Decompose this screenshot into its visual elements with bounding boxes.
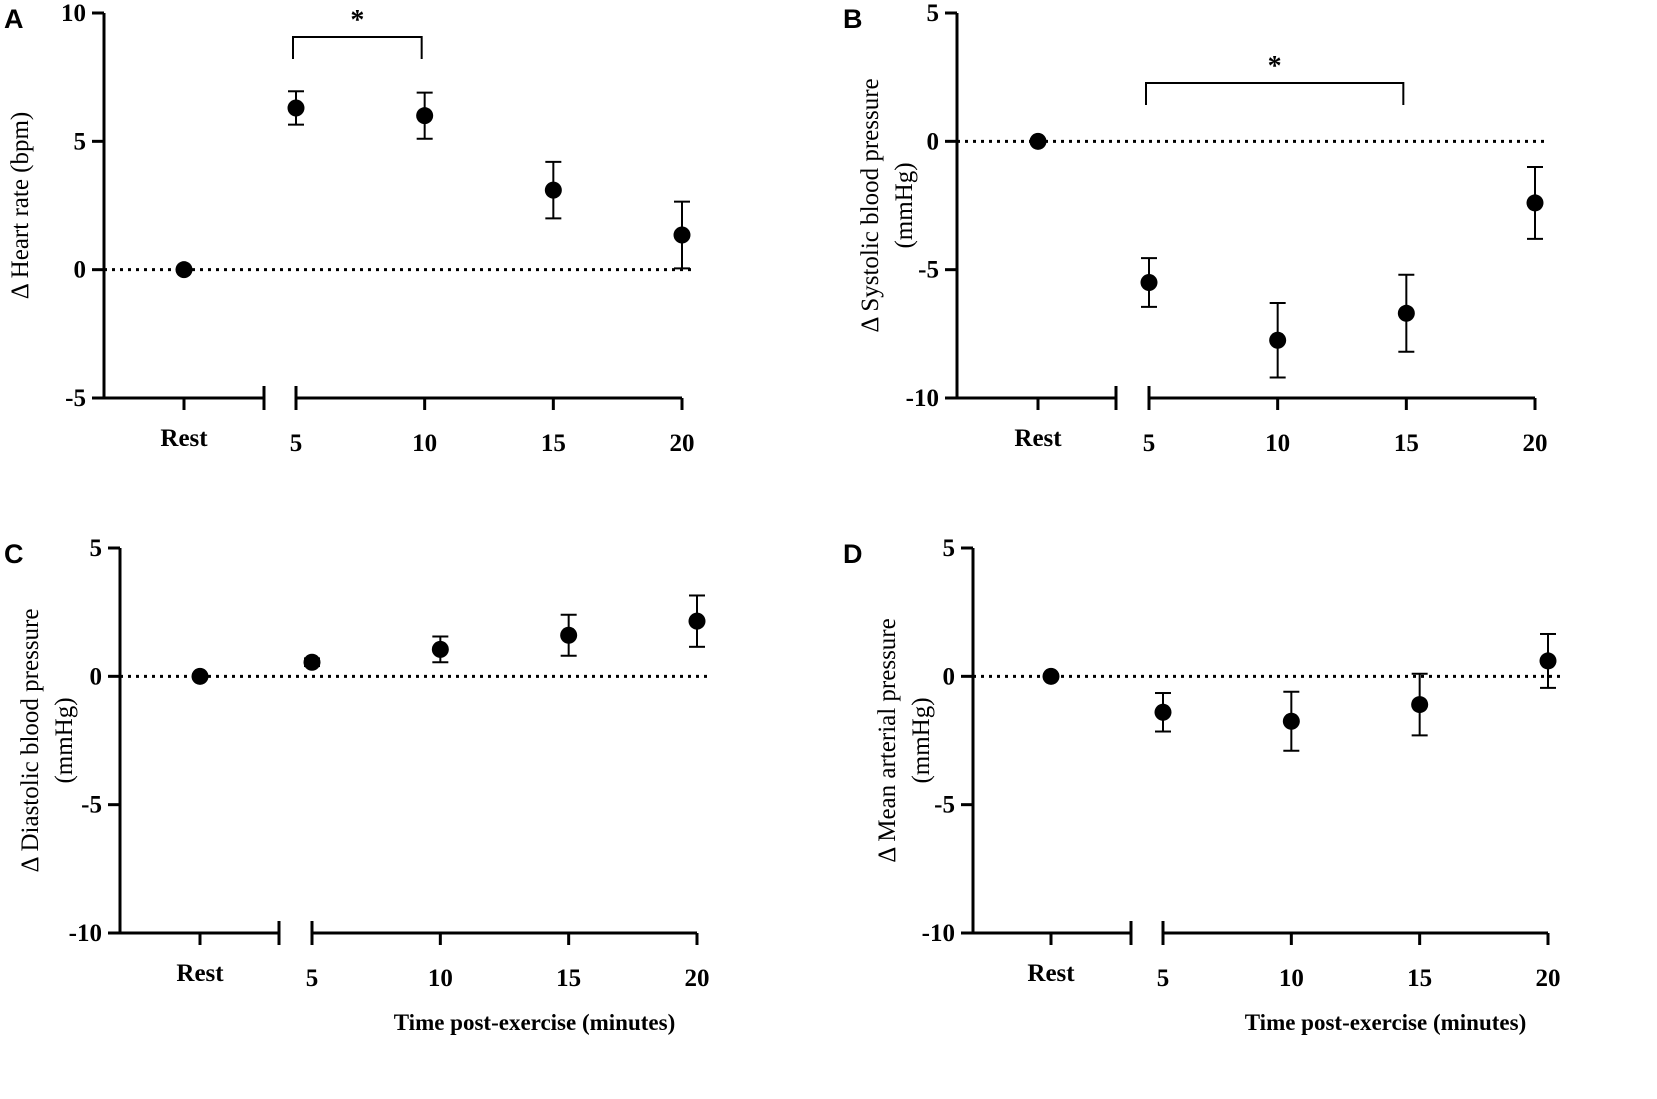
x-tick-label: 5 [1143, 430, 1156, 457]
x-tick-label: 10 [412, 430, 437, 457]
data-point [1411, 696, 1429, 714]
x-axis-title: Time post-exercise (minutes) [394, 1010, 675, 1035]
y-axis-unit: (mmHg) [891, 162, 918, 248]
data-point [544, 181, 562, 199]
x-tick-label: 10 [428, 965, 453, 992]
y-tick-label: -5 [918, 257, 939, 284]
significance-bracket [292, 36, 423, 59]
data-point [1526, 194, 1544, 212]
x-tick-label: 20 [1536, 965, 1561, 992]
data-point [175, 261, 193, 279]
significance-bracket [1145, 82, 1405, 105]
x-tick-label: 10 [1265, 430, 1290, 457]
data-point [303, 653, 321, 671]
data-point [191, 667, 209, 685]
panel-c: C -10 -5 0 5 Rest 5 10 15 20 Δ Diastolic blood pre… [4, 535, 710, 1035]
data-point [416, 107, 434, 125]
data-point [688, 612, 706, 630]
x-tick-label: 15 [556, 965, 581, 992]
x-tick-label: 15 [1394, 430, 1419, 457]
x-tick-label: 5 [1157, 965, 1170, 992]
y-tick-label: 0 [74, 257, 87, 284]
y-tick-label: -5 [81, 792, 102, 819]
y-tick-label: 10 [61, 0, 86, 27]
y-tick-label: 5 [927, 0, 940, 27]
panel-letter: D [843, 539, 863, 569]
y-tick-label: -10 [922, 920, 955, 947]
x-tick-label: 20 [1523, 430, 1548, 457]
data-point [1269, 331, 1287, 349]
y-tick-label: 5 [90, 535, 103, 562]
panel-b: B -10 -5 0 5 Rest 5 10 15 20 Δ Systolic blood pres… [843, 0, 1548, 457]
x-tick-label: 10 [1279, 965, 1304, 992]
y-axis-title: Δ Mean arterial pressure [874, 618, 901, 862]
x-tick-label: 20 [670, 430, 695, 457]
x-tick-label-rest: Rest [1014, 425, 1062, 452]
y-tick-label: -10 [69, 920, 102, 947]
x-axis-title: Time post-exercise (minutes) [1245, 1010, 1526, 1035]
y-axis-unit: (mmHg) [908, 697, 935, 783]
x-tick-label: 5 [306, 965, 319, 992]
y-tick-label: -5 [934, 792, 955, 819]
x-tick-label-rest: Rest [1027, 960, 1075, 987]
panel-d: D -10 -5 0 5 Rest 5 10 15 20 Δ Mean arterial press… [843, 535, 1561, 1035]
data-point [1140, 274, 1158, 291]
significance-star: * [1268, 51, 1282, 82]
y-axis-title-group: Δ Diastolic blood pressure (mmHg) [17, 609, 78, 873]
y-axis-unit: (mmHg) [51, 697, 78, 783]
y-axis-title: Δ Diastolic blood pressure [17, 609, 44, 873]
panel-letter: C [4, 539, 24, 569]
data-point [1042, 667, 1060, 685]
data-point [1029, 132, 1047, 150]
data-point [1397, 304, 1415, 322]
y-tick-label: -5 [65, 385, 86, 412]
x-tick-label: 5 [290, 430, 303, 457]
y-axis-title: Δ Heart rate (bpm) [7, 112, 34, 300]
significance-star: * [350, 5, 364, 36]
x-tick-label-rest: Rest [160, 425, 208, 452]
y-tick-label: -10 [906, 385, 939, 412]
data-point [431, 640, 449, 658]
y-tick-label: 0 [943, 663, 956, 690]
data-point [1282, 712, 1300, 730]
data-point [1154, 703, 1172, 721]
data-point [287, 99, 305, 117]
panel-letter: A [4, 4, 24, 34]
y-tick-label: 0 [90, 663, 103, 690]
y-tick-label: 5 [74, 128, 87, 155]
x-tick-label: 15 [1407, 965, 1432, 992]
x-tick-label: 15 [541, 430, 566, 457]
data-point [673, 226, 691, 244]
panel-a: A -5 0 5 10 Rest 5 10 15 20 Δ Heart rate (bpm) * [4, 0, 695, 457]
data-point [560, 626, 578, 644]
y-tick-label: 0 [927, 128, 940, 155]
y-axis-title-group: Δ Mean arterial pressure (mmHg) [874, 618, 935, 862]
panel-letter: B [843, 4, 863, 34]
y-axis-title-group: Δ Systolic blood pressure (mmHg) [857, 78, 918, 332]
data-point [1539, 652, 1557, 670]
y-tick-label: 5 [943, 535, 956, 562]
x-tick-label: 20 [685, 965, 710, 992]
y-axis-title: Δ Systolic blood pressure [857, 78, 884, 332]
x-tick-label-rest: Rest [176, 960, 224, 987]
